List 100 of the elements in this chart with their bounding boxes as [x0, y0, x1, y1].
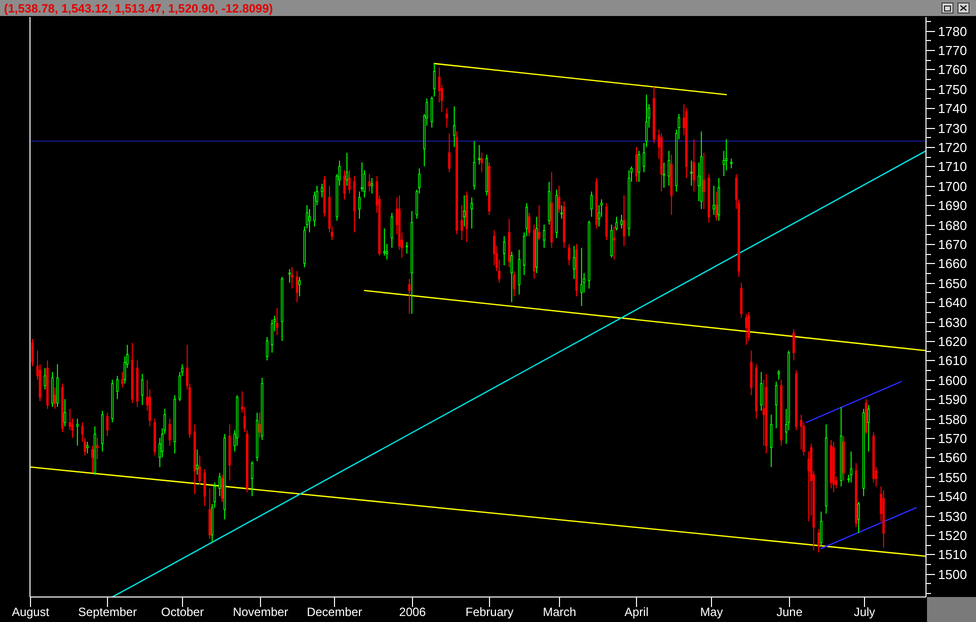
x-tick-label: April — [624, 605, 649, 619]
y-tick-label: 1570 — [938, 431, 967, 446]
candlestick — [290, 266, 294, 290]
y-tick-label: 1700 — [938, 179, 967, 194]
candlestick — [692, 138, 696, 192]
y-tick-label: 1660 — [938, 256, 967, 272]
y-tick-label: 1610 — [938, 353, 967, 368]
x-tick-label: November — [232, 605, 288, 619]
y-tick-label: 1630 — [938, 315, 967, 330]
candlestick — [538, 204, 540, 241]
candlestick — [106, 412, 109, 436]
candlestick — [775, 381, 778, 429]
candlestick — [857, 501, 860, 534]
candlestick — [86, 441, 89, 454]
candlestick — [250, 460, 254, 497]
candlestick — [470, 196, 473, 229]
candlestick — [662, 162, 666, 188]
candlestick — [748, 311, 750, 342]
candlestick — [568, 243, 570, 266]
candlestick — [730, 158, 733, 169]
x-tick-label: August — [12, 605, 50, 619]
candlestick — [580, 247, 583, 307]
candlestick — [198, 454, 201, 485]
x-tick-label: March — [542, 605, 576, 619]
candlestick — [408, 278, 411, 314]
candlestick — [196, 449, 198, 476]
candlestick — [510, 251, 513, 303]
candlestick — [558, 185, 560, 214]
candlestick — [850, 451, 852, 484]
candlestick — [64, 398, 66, 427]
candlestick — [453, 106, 456, 148]
candlestick — [368, 174, 371, 192]
candlestick — [430, 96, 434, 128]
candlestick — [668, 150, 670, 186]
y-tick-label: 1590 — [938, 392, 967, 408]
candlestick — [358, 191, 361, 220]
candlestick — [96, 437, 99, 460]
candlestick — [448, 132, 450, 173]
y-tick-label: 1770 — [938, 43, 967, 58]
candlestick — [590, 191, 593, 218]
y-tick-label: 1580 — [938, 412, 967, 428]
candlestick — [480, 152, 483, 173]
y-tick-label: 1690 — [938, 198, 967, 214]
y-tick-label: 1600 — [938, 373, 967, 388]
y-tick-label: 1760 — [938, 62, 967, 78]
candlestick — [390, 212, 394, 248]
y-tick-label: 1500 — [938, 567, 967, 582]
candlestick — [433, 63, 436, 98]
candlestick — [745, 313, 748, 346]
y-tick-label: 1640 — [938, 295, 967, 310]
candlestick — [406, 242, 408, 254]
candlestick — [528, 212, 530, 237]
y-tick-label: 1550 — [938, 470, 967, 486]
candlestick — [446, 108, 448, 128]
candlestick — [478, 144, 480, 165]
y-tick-label: 1650 — [938, 276, 967, 292]
x-tick-label: July — [854, 605, 876, 619]
x-tick-label: February — [465, 605, 514, 619]
x-tick-label: May — [700, 605, 723, 619]
y-tick-label: 1780 — [938, 24, 967, 40]
candlestick — [778, 370, 780, 380]
candlestick — [702, 152, 706, 210]
x-tick-label: December — [306, 605, 362, 619]
candlestick — [121, 371, 124, 388]
candlestick — [867, 404, 870, 452]
candlestick — [817, 528, 820, 553]
x-tick-label: September — [78, 605, 137, 619]
candlestick — [270, 319, 274, 354]
candlestick — [463, 194, 466, 227]
candlestick — [116, 375, 119, 400]
y-tick-label: 1730 — [938, 121, 967, 136]
candlestick — [715, 191, 718, 222]
candlestick — [370, 178, 374, 194]
y-tick-label: 1720 — [938, 140, 967, 156]
candlestick — [503, 236, 506, 266]
candlestick — [76, 418, 79, 446]
x-tick-label: October — [161, 605, 204, 619]
x-tick-label: 2006 — [399, 605, 426, 619]
candlestick — [220, 474, 224, 502]
candlestick — [615, 216, 618, 231]
candlestick — [473, 140, 476, 190]
candlestick — [383, 228, 386, 256]
candlestick — [258, 412, 261, 438]
y-tick-label: 1530 — [938, 509, 967, 524]
candlestick — [560, 204, 563, 220]
chart-title: (1,538.78, 1,543.12, 1,513.47, 1,520.90, -12.8099) — [4, 2, 273, 16]
y-tick-label: 1520 — [938, 528, 967, 544]
candlestick — [288, 268, 291, 284]
candlestick — [572, 245, 576, 280]
candlestick — [141, 373, 144, 406]
candlestick — [168, 418, 171, 446]
candlestick — [460, 204, 463, 241]
candlestick — [542, 224, 546, 248]
candlestick — [712, 185, 716, 216]
y-tick-label: 1620 — [938, 334, 967, 350]
candlestick — [792, 328, 795, 361]
candlestick — [204, 468, 206, 506]
y-tick-label: 1740 — [938, 101, 967, 116]
candlestick — [218, 472, 221, 497]
candlestick — [276, 307, 278, 336]
